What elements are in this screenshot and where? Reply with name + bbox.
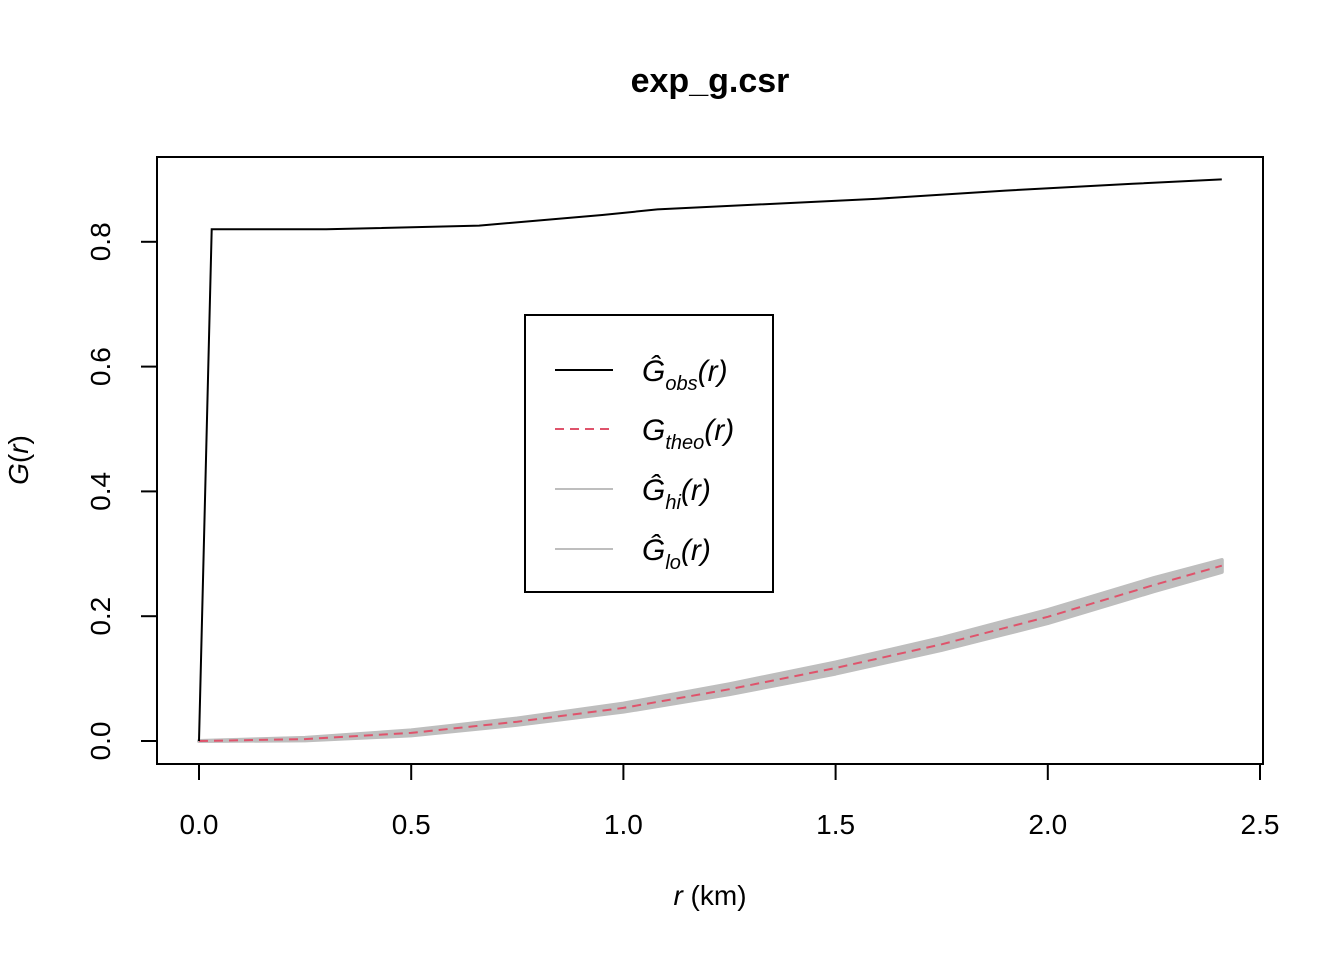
x-tick-label: 1.5: [816, 809, 855, 840]
legend-label-obs: Ĝobs(r): [642, 354, 728, 395]
y-tick-label: 0.2: [85, 597, 116, 636]
y-tick-label: 0.6: [85, 347, 116, 386]
legend-label-lo: Ĝlo(r): [642, 533, 711, 574]
x-tick-label: 0.0: [180, 809, 219, 840]
legend-box: [524, 314, 774, 593]
legend-label-hi: Ĝhi(r): [642, 473, 711, 514]
series-lo-line: [198, 570, 1223, 742]
y-axis-label-fn: G: [3, 463, 34, 485]
series-obs-line: [198, 178, 1222, 742]
chart-title: exp_g.csr: [631, 62, 790, 100]
y-tick-label: 0.4: [85, 472, 116, 511]
series-hi-line: [198, 559, 1223, 742]
x-axis-label-var: r: [673, 880, 684, 911]
legend: Ĝobs(r) Gtheo(r) Ĝhi(r) Ĝlo(r): [524, 314, 774, 593]
y-axis-label: G(r): [3, 435, 34, 485]
x-tick-label: 2.0: [1028, 809, 1067, 840]
x-axis: 0.0 0.5 1.0 1.5 2.0 2.5: [180, 763, 1280, 840]
x-tick-label: 0.5: [392, 809, 431, 840]
x-tick-label: 2.5: [1241, 809, 1280, 840]
y-axis-label-var: r: [3, 443, 34, 454]
x-tick-label: 1.0: [604, 809, 643, 840]
y-tick-label: 0.0: [85, 722, 116, 761]
x-axis-label: r (km): [673, 880, 746, 911]
legend-label-theo: Gtheo(r): [642, 414, 734, 454]
series-theo-line: [198, 564, 1223, 742]
y-tick-label: 0.8: [85, 222, 116, 261]
y-axis: 0.0 0.2 0.4 0.6 0.8: [85, 222, 158, 761]
x-axis-label-unit: (km): [683, 880, 747, 911]
series-layer: [197, 178, 1224, 743]
